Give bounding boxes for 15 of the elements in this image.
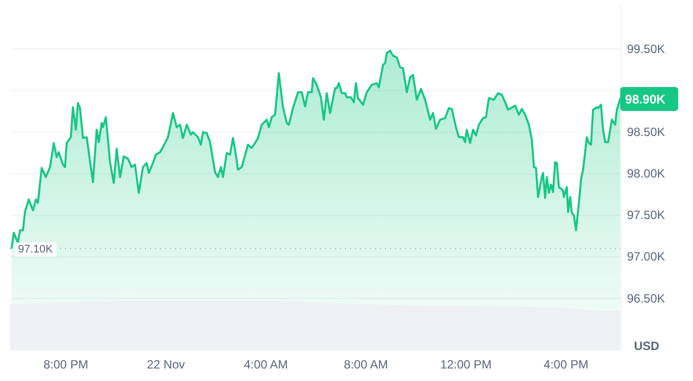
y-tick-label: 98.50K	[627, 125, 666, 140]
annotation: 98.90K	[625, 92, 666, 106]
x-tick-label: 8:00 AM	[344, 358, 388, 372]
y-tick-label: 96.50K	[627, 291, 666, 306]
x-tick-label: 12:00 PM	[440, 358, 492, 372]
x-tick-label: 22 Nov	[146, 358, 185, 372]
y-tick-label: 97.00K	[627, 250, 666, 264]
y-tick-label: 99.50K	[627, 42, 666, 56]
y-tick-label: 98.00K	[627, 166, 666, 181]
y-tick-label: 97.50K	[627, 208, 666, 222]
ref-line-label: 97.10K	[18, 244, 54, 256]
y-axis-title: USD	[634, 339, 660, 353]
x-tick-label: 4:00 PM	[544, 358, 588, 372]
x-tick-label: 4:00 AM	[244, 358, 288, 372]
x-tick-label: 8:00 PM	[43, 358, 88, 372]
